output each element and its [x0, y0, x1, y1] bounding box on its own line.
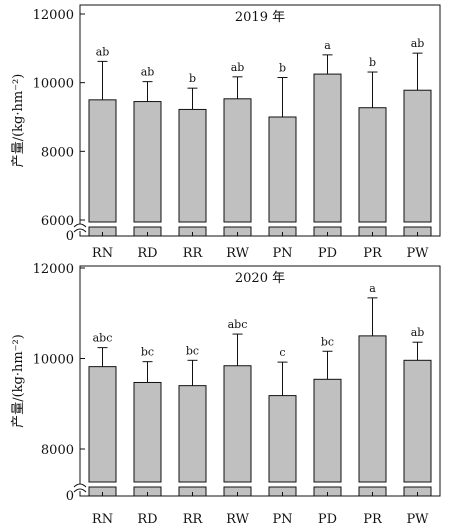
bar	[313, 378, 342, 483]
bar	[358, 107, 387, 223]
chart-title: 2020 年	[235, 271, 285, 286]
significance-label: b	[189, 72, 196, 85]
significance-label: bc	[141, 346, 154, 359]
significance-label: abc	[93, 332, 113, 345]
bar	[88, 99, 117, 223]
x-tick-label: PN	[272, 246, 292, 261]
x-tick-label: RR	[183, 512, 204, 527]
significance-label: ab	[411, 326, 425, 339]
y-axis-label: 产量/(kg·hm⁻²)	[11, 334, 26, 428]
bar	[88, 366, 117, 483]
significance-label: ab	[141, 66, 155, 79]
bar	[313, 73, 342, 223]
bar	[403, 359, 432, 483]
significance-label: abc	[228, 318, 248, 331]
bar	[403, 89, 432, 223]
bar	[178, 385, 207, 483]
x-tick-label: RR	[183, 246, 204, 261]
plot-frame	[79, 265, 441, 497]
significance-label: a	[324, 39, 331, 52]
bar	[358, 335, 387, 483]
significance-label: bc	[321, 335, 334, 348]
x-tick-label: RD	[137, 246, 157, 261]
bar	[268, 395, 297, 483]
axis-break-gap	[75, 224, 85, 231]
x-tick-label: PD	[318, 246, 337, 261]
significance-label: b	[279, 62, 286, 75]
axis-break-mark	[73, 223, 87, 233]
y-zero-label: 0	[66, 489, 74, 504]
significance-label: ab	[411, 37, 425, 50]
plot-frame	[79, 4, 441, 237]
y-tick-label: 12000	[33, 262, 74, 277]
y-tick-label: 12000	[33, 8, 74, 23]
x-tick-label: RW	[226, 512, 250, 527]
x-tick-label: RN	[92, 512, 113, 527]
x-tick-label: PD	[318, 512, 337, 527]
axis-break-gap	[75, 484, 85, 491]
bar	[223, 365, 252, 483]
y-tick-label: 8000	[41, 145, 74, 160]
bar	[133, 101, 162, 223]
bar	[133, 381, 162, 483]
y-axis-label: 产量/(kg·hm⁻²)	[11, 74, 26, 168]
significance-label: ab	[231, 61, 245, 74]
significance-label: bc	[186, 344, 199, 357]
x-tick-label: RW	[226, 246, 250, 261]
bar	[178, 108, 207, 223]
x-tick-label: PW	[406, 512, 429, 527]
significance-label: a	[369, 282, 376, 295]
bar	[268, 116, 297, 223]
x-tick-label: RN	[92, 246, 113, 261]
x-tick-label: PR	[363, 512, 383, 527]
y-tick-label: 8000	[41, 443, 74, 458]
axis-break-mark	[73, 483, 87, 493]
chart-panel-2019: 2019 年6000800010000120000产量/(kg·hm⁻²)abR…	[11, 4, 441, 261]
x-tick-label: PW	[406, 246, 429, 261]
significance-label: b	[369, 56, 376, 69]
y-zero-label: 0	[66, 229, 74, 244]
x-tick-label: PR	[363, 246, 383, 261]
significance-label: ab	[96, 45, 110, 58]
x-tick-label: PN	[272, 512, 292, 527]
y-tick-label: 10000	[33, 353, 74, 368]
y-tick-label: 10000	[33, 77, 74, 92]
x-tick-label: RD	[137, 512, 157, 527]
bar	[223, 98, 252, 223]
y-tick-label: 6000	[41, 214, 74, 229]
significance-label: c	[279, 346, 285, 359]
chart-title: 2019 年	[235, 10, 285, 25]
